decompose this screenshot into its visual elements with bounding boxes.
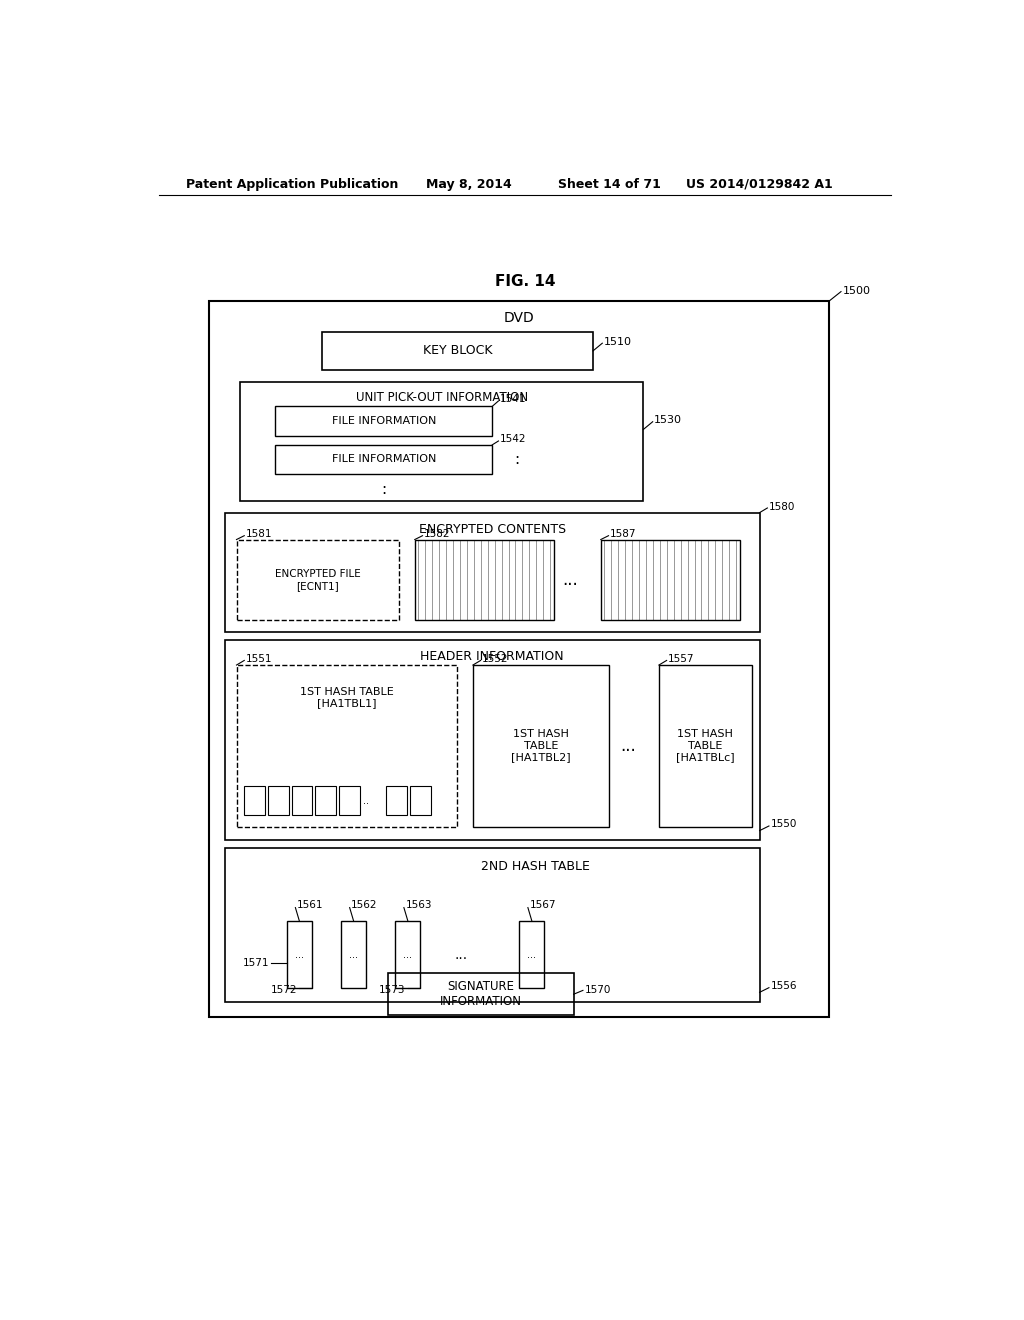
- Text: KEY BLOCK: KEY BLOCK: [423, 345, 493, 358]
- Text: FIG. 14: FIG. 14: [495, 275, 555, 289]
- Bar: [209, 301, 829, 1016]
- Bar: [287, 921, 311, 989]
- Bar: [237, 665, 458, 826]
- Text: 1542: 1542: [500, 434, 526, 445]
- Bar: [322, 331, 593, 370]
- Text: 1500: 1500: [843, 286, 870, 296]
- Text: 1552: 1552: [482, 653, 509, 664]
- Bar: [245, 785, 265, 816]
- Bar: [292, 785, 312, 816]
- Text: :: :: [514, 451, 519, 467]
- Bar: [339, 785, 359, 816]
- Text: 1561: 1561: [297, 900, 324, 911]
- Bar: [225, 512, 760, 632]
- Bar: [519, 921, 544, 989]
- Text: ...: ...: [527, 949, 537, 960]
- Bar: [225, 847, 760, 1002]
- Bar: [415, 540, 554, 620]
- Bar: [225, 640, 760, 840]
- Text: 1562: 1562: [351, 900, 378, 911]
- Text: ...: ...: [349, 949, 358, 960]
- Bar: [315, 785, 336, 816]
- Bar: [395, 921, 420, 989]
- Text: ...: ...: [403, 949, 413, 960]
- Text: 1570: 1570: [585, 985, 611, 994]
- Text: FILE INFORMATION: FILE INFORMATION: [332, 454, 436, 465]
- Bar: [341, 921, 366, 989]
- Bar: [473, 665, 608, 826]
- Text: 1557: 1557: [669, 653, 694, 664]
- Text: 1573: 1573: [379, 985, 406, 995]
- Text: FILE INFORMATION: FILE INFORMATION: [332, 416, 436, 426]
- Text: 1551: 1551: [246, 653, 272, 664]
- Text: ...: ...: [295, 949, 304, 960]
- Text: DVD: DVD: [504, 310, 535, 325]
- Text: 1571: 1571: [243, 958, 269, 968]
- Text: 1582: 1582: [424, 529, 451, 539]
- Bar: [275, 445, 493, 474]
- Text: ...: ...: [620, 737, 636, 755]
- Text: ENCRYPTED FILE
[ECNT1]: ENCRYPTED FILE [ECNT1]: [275, 569, 360, 591]
- Text: HEADER INFORMATION: HEADER INFORMATION: [421, 649, 564, 663]
- Text: 1ST HASH
TABLE
[HA1TBL2]: 1ST HASH TABLE [HA1TBL2]: [511, 730, 570, 763]
- Bar: [275, 407, 493, 436]
- Text: 1510: 1510: [604, 337, 632, 347]
- Text: 1ST HASH TABLE
[HA1TBL1]: 1ST HASH TABLE [HA1TBL1]: [300, 686, 394, 709]
- Text: 1572: 1572: [270, 985, 297, 995]
- Bar: [388, 973, 573, 1015]
- Text: UNIT PICK-OUT INFORMATION: UNIT PICK-OUT INFORMATION: [355, 391, 528, 404]
- Text: Sheet 14 of 71: Sheet 14 of 71: [558, 178, 662, 190]
- Text: :: :: [381, 482, 386, 498]
- Bar: [237, 540, 399, 620]
- Text: 1580: 1580: [769, 502, 796, 512]
- Text: 1541: 1541: [500, 395, 526, 404]
- Bar: [410, 785, 431, 816]
- Text: 1550: 1550: [770, 820, 797, 829]
- Text: US 2014/0129842 A1: US 2014/0129842 A1: [686, 178, 833, 190]
- Text: SIGNATURE
INFORMATION: SIGNATURE INFORMATION: [439, 981, 521, 1008]
- Text: ...: ...: [562, 572, 578, 589]
- Text: 1ST HASH
TABLE
[HA1TBLc]: 1ST HASH TABLE [HA1TBLc]: [676, 730, 734, 763]
- Text: 1556: 1556: [770, 981, 797, 991]
- Text: 1563: 1563: [406, 900, 432, 911]
- Bar: [241, 381, 643, 502]
- Bar: [601, 540, 740, 620]
- Bar: [268, 785, 289, 816]
- Text: ..: ..: [364, 796, 370, 805]
- Text: May 8, 2014: May 8, 2014: [426, 178, 512, 190]
- Bar: [386, 785, 407, 816]
- Bar: [658, 665, 752, 826]
- Text: 1581: 1581: [246, 529, 272, 539]
- Text: ENCRYPTED CONTENTS: ENCRYPTED CONTENTS: [419, 523, 566, 536]
- Text: ...: ...: [455, 948, 468, 961]
- Text: 2ND HASH TABLE: 2ND HASH TABLE: [480, 861, 590, 874]
- Text: Patent Application Publication: Patent Application Publication: [186, 178, 398, 190]
- Text: 1587: 1587: [610, 529, 637, 539]
- Text: 1567: 1567: [529, 900, 556, 911]
- Text: 1530: 1530: [654, 416, 682, 425]
